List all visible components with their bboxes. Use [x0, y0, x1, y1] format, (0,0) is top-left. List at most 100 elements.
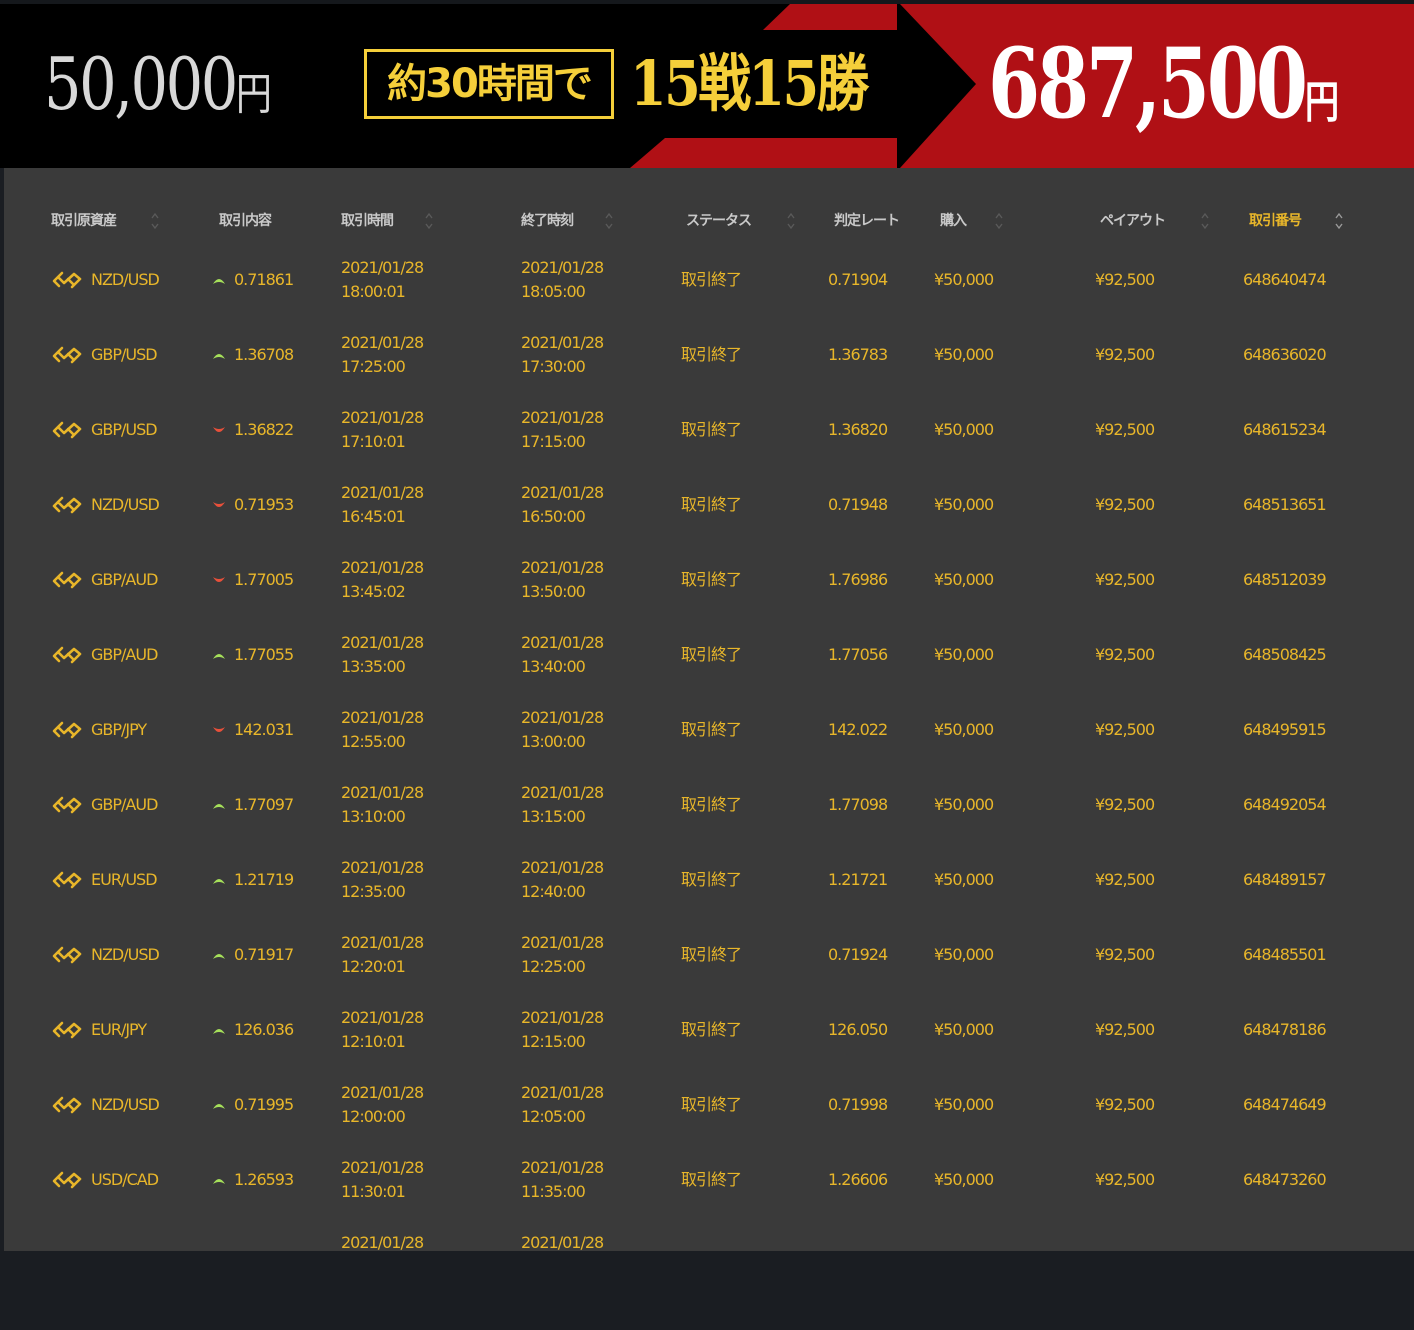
sort-icon[interactable]	[604, 210, 614, 232]
asset-name: NZD/USD	[91, 1095, 160, 1114]
arrow-up-icon	[213, 1029, 225, 1034]
start-date: 2021/01/28	[341, 783, 424, 802]
sort-icon[interactable]	[1334, 210, 1344, 232]
judge-rate: 142.022	[828, 720, 888, 739]
purchase-amount: ¥50,000	[934, 795, 994, 814]
table-row[interactable]: 2021/01/28 2021/01/28	[0, 1233, 1414, 1330]
judge-rate: 1.77098	[828, 795, 888, 814]
status: 取引終了	[681, 870, 742, 889]
payout-amount: ¥92,500	[1095, 1170, 1155, 1189]
start-time: 12:10:01	[341, 1032, 406, 1051]
payout-amount: ¥92,500	[1095, 720, 1155, 739]
end-time: 17:30:00	[521, 357, 586, 376]
table-row[interactable]: GBP/AUD 1.77005 2021/01/28 2021/01/28 13:45:…	[0, 558, 1414, 655]
arrow-down-icon	[213, 427, 225, 432]
status: 取引終了	[681, 795, 742, 814]
start-date: 2021/01/28	[341, 258, 424, 277]
payout-amount: ¥92,500	[1095, 1095, 1155, 1114]
table-row[interactable]: USD/CAD 1.26593 2021/01/28 2021/01/28 11:30:…	[0, 1158, 1414, 1255]
currency-pair-icon	[52, 421, 82, 439]
end-time: 13:50:00	[521, 582, 586, 601]
judge-rate: 0.71904	[828, 270, 888, 289]
entry-rate: 1.36708	[234, 345, 294, 364]
table-row[interactable]: GBP/USD 1.36708 2021/01/28 2021/01/28 17:25:…	[0, 333, 1414, 430]
payout-amount: ¥92,500	[1095, 945, 1155, 964]
payout-amount: ¥92,500	[1095, 420, 1155, 439]
column-header[interactable]: 終了時刻	[521, 213, 574, 229]
entry-rate: 0.71995	[234, 1095, 294, 1114]
end-amount: 687,500円	[988, 34, 1339, 153]
table-row[interactable]: NZD/USD 0.71995 2021/01/28 2021/01/28 12:00:…	[0, 1083, 1414, 1180]
asset-name: NZD/USD	[91, 495, 160, 514]
end-time: 13:40:00	[521, 657, 586, 676]
column-header[interactable]: ステータス	[686, 213, 752, 229]
column-header[interactable]: 取引原資産	[51, 213, 117, 229]
table-row[interactable]: EUR/USD 1.21719 2021/01/28 2021/01/28 12:35:…	[0, 858, 1414, 955]
payout-amount: ¥92,500	[1095, 270, 1155, 289]
payout-amount: ¥92,500	[1095, 870, 1155, 889]
asset-name: GBP/USD	[91, 420, 158, 439]
judge-rate: 1.76986	[828, 570, 888, 589]
start-time: 13:35:00	[341, 657, 406, 676]
entry-rate: 0.71861	[234, 270, 294, 289]
currency-pair-icon	[52, 871, 82, 889]
table-row[interactable]: GBP/AUD 1.77055 2021/01/28 2021/01/28 13:35:…	[0, 633, 1414, 730]
arrow-down-icon	[213, 577, 225, 582]
end-time: 12:25:00	[521, 957, 586, 976]
table-row[interactable]: GBP/JPY 142.031 2021/01/28 2021/01/28 12:55:…	[0, 708, 1414, 805]
arrow-up-icon	[213, 1104, 225, 1109]
status: 取引終了	[681, 420, 742, 439]
end-time: 12:05:00	[521, 1107, 586, 1126]
purchase-amount: ¥50,000	[934, 495, 994, 514]
end-date: 2021/01/28	[521, 333, 604, 352]
sort-icon[interactable]	[1200, 210, 1210, 232]
judge-rate: 0.71948	[828, 495, 888, 514]
start-time: 17:10:01	[341, 432, 406, 451]
end-time: 13:00:00	[521, 732, 586, 751]
currency-pair-icon	[52, 721, 82, 739]
column-header[interactable]: 取引時間	[341, 213, 394, 229]
column-header[interactable]: 購入	[940, 213, 967, 229]
purchase-amount: ¥50,000	[934, 1020, 994, 1039]
start-date: 2021/01/28	[341, 858, 424, 877]
start-time: 12:35:00	[341, 882, 406, 901]
table-row[interactable]: EUR/JPY 126.036 2021/01/28 2021/01/28 12:10:…	[0, 1008, 1414, 1105]
sort-icon[interactable]	[150, 210, 160, 232]
judge-rate: 0.71998	[828, 1095, 888, 1114]
sort-icon[interactable]	[786, 210, 796, 232]
payout-amount: ¥92,500	[1095, 645, 1155, 664]
end-amount-value: 687,500	[988, 27, 1308, 140]
end-date: 2021/01/28	[521, 1158, 604, 1177]
table-row[interactable]: GBP/USD 1.36822 2021/01/28 2021/01/28 17:10:…	[0, 408, 1414, 505]
end-date: 2021/01/28	[521, 933, 604, 952]
judge-rate: 1.77056	[828, 645, 888, 664]
status: 取引終了	[681, 495, 742, 514]
arrow-up-icon	[213, 654, 225, 659]
payout-amount: ¥92,500	[1095, 495, 1155, 514]
asset-name: EUR/USD	[91, 870, 158, 889]
end-date: 2021/01/28	[521, 858, 604, 877]
duration-badge: 約30時間で	[364, 49, 614, 119]
start-date: 2021/01/28	[341, 933, 424, 952]
sort-icon[interactable]	[424, 210, 434, 232]
end-date: 2021/01/28	[521, 258, 604, 277]
column-header[interactable]: 取引番号	[1249, 213, 1302, 229]
sort-icon[interactable]	[994, 210, 1004, 232]
table-row[interactable]: GBP/AUD 1.77097 2021/01/28 2021/01/28 13:10:…	[0, 783, 1414, 880]
start-amount: 50,000円	[44, 44, 272, 135]
column-header[interactable]: ペイアウト	[1100, 213, 1166, 229]
table-row[interactable]: NZD/USD 0.71953 2021/01/28 2021/01/28 16:45:…	[0, 483, 1414, 580]
purchase-amount: ¥50,000	[934, 720, 994, 739]
judge-rate: 126.050	[828, 1020, 888, 1039]
arrow-up-icon	[213, 279, 225, 284]
banner-arrow-graphic	[0, 0, 1414, 168]
status: 取引終了	[681, 1095, 742, 1114]
table-row[interactable]: NZD/USD 0.71917 2021/01/28 2021/01/28 12:20:…	[0, 933, 1414, 1030]
status: 取引終了	[681, 570, 742, 589]
start-time: 17:25:00	[341, 357, 406, 376]
end-date: 2021/01/28	[521, 783, 604, 802]
table-row[interactable]: NZD/USD 0.71861 2021/01/28 2021/01/28 18:00:…	[0, 258, 1414, 355]
entry-rate: 1.36822	[234, 420, 294, 439]
start-time: 18:00:01	[341, 282, 406, 301]
asset-name: GBP/AUD	[91, 795, 158, 814]
